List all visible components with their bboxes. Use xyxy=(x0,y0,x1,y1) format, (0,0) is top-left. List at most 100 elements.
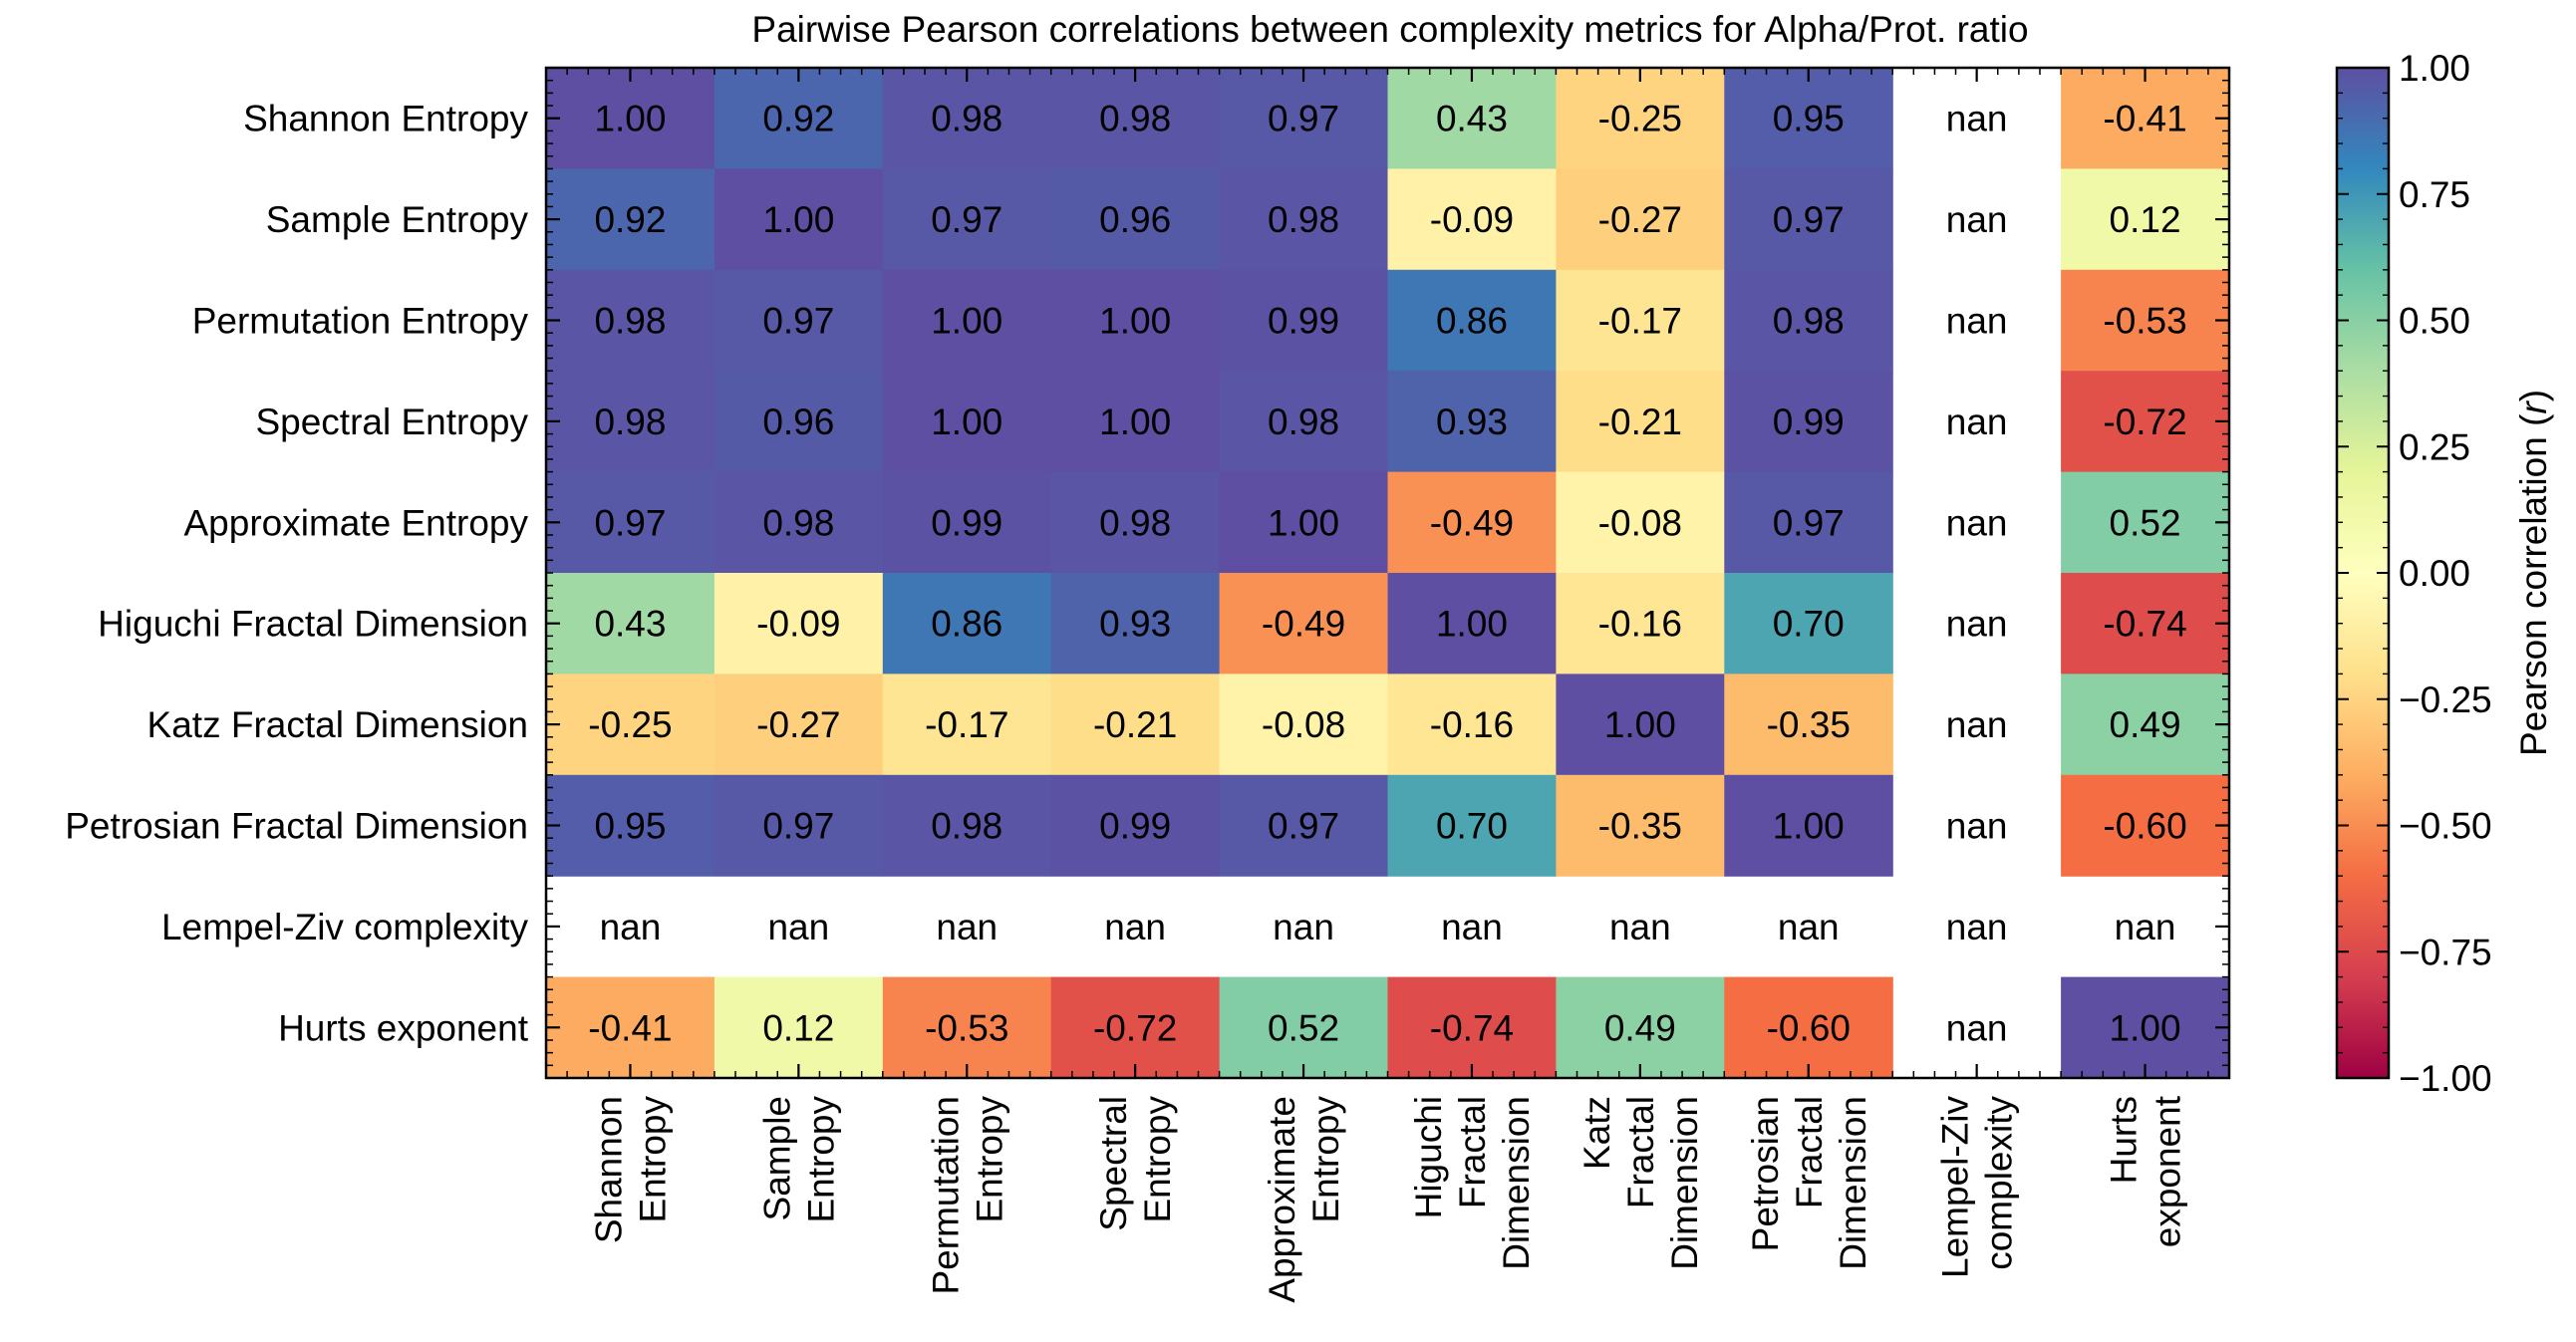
heatmap-cell xyxy=(1724,168,1893,271)
colorbar-label-suffix: ) xyxy=(2513,390,2554,402)
heatmap-cell-labels: 1.00 0.92 0.98 0.98 0.97 0.43 -0.25 0.95 nan -0.4… xyxy=(588,99,2186,1049)
heatmap-cell xyxy=(1724,371,1893,473)
y-tick-label: Spectral Entropy xyxy=(255,402,528,442)
heatmap-cell xyxy=(882,371,1052,473)
heatmap-cell xyxy=(882,269,1052,372)
heatmap-cell xyxy=(1219,976,1389,1079)
heatmap-cell-label: nan xyxy=(1946,301,2008,342)
x-tick-label-line: Dimension xyxy=(1496,1096,1537,1270)
heatmap-cell-label: 0.97 xyxy=(1268,806,1339,847)
colorbar-tick-label: 0.50 xyxy=(2399,301,2470,342)
y-tick-label: Higuchi Fractal Dimension xyxy=(98,604,528,645)
heatmap-cell xyxy=(1219,774,1389,877)
heatmap-cell-label: nan xyxy=(1273,907,1334,947)
heatmap-cell-label: -0.17 xyxy=(1598,301,1682,342)
colorbar: 1.00 0.75 0.50 0.25 0.00 −0.25 −0.50 −0.75 −1.00… xyxy=(2335,48,2554,1099)
heatmap-cell xyxy=(1724,976,1893,1079)
heatmap-cell xyxy=(1050,269,1221,372)
heatmap-cell-label: 0.98 xyxy=(1099,99,1171,139)
heatmap-cell xyxy=(1387,168,1557,271)
heatmap-cell xyxy=(546,673,716,776)
colorbar-tick-label: 0.75 xyxy=(2399,174,2470,215)
heatmap-cell xyxy=(882,471,1052,574)
heatmap-cell xyxy=(1219,269,1389,372)
heatmap-cell-label: 1.00 xyxy=(1773,806,1845,847)
x-tick-label-line: Fractal xyxy=(1789,1096,1830,1208)
colorbar-label: Pearson correlation (r) xyxy=(2513,390,2554,756)
heatmap-cell-label: -0.41 xyxy=(588,1007,672,1048)
x-tick-label: Shannon Entropy xyxy=(588,1096,673,1244)
x-tick-label: Hurts exponent xyxy=(2104,1095,2188,1247)
heatmap-cell xyxy=(1387,673,1557,776)
heatmap-cell xyxy=(546,774,716,877)
x-tick-label: Katz Fractal Dimension xyxy=(1576,1096,1705,1270)
x-tick-label-line: Entropy xyxy=(800,1096,841,1223)
heatmap-cell xyxy=(2061,471,2230,574)
heatmap-cell-label: 1.00 xyxy=(931,402,1002,442)
heatmap-cell xyxy=(1724,471,1893,574)
heatmap-cell xyxy=(714,168,884,271)
heatmap-cell-label: 1.00 xyxy=(1436,604,1508,645)
x-tick-label-line: Petrosian xyxy=(1745,1096,1786,1251)
heatmap-cell-label: 1.00 xyxy=(931,301,1002,342)
y-tick-label: Shannon Entropy xyxy=(243,99,528,139)
x-tick-label-line: complexity xyxy=(1979,1096,2020,1270)
colorbar-label-prefix: Pearson correlation ( xyxy=(2513,413,2554,756)
heatmap-cell xyxy=(1724,68,1893,169)
heatmap-cell xyxy=(1050,673,1221,776)
heatmap-cell-label: nan xyxy=(600,907,662,947)
heatmap-cell xyxy=(2061,269,2230,372)
heatmap-cell-label: -0.09 xyxy=(1430,199,1514,240)
heatmap-cell xyxy=(714,774,884,877)
heatmap-cell-label: 0.52 xyxy=(1268,1007,1339,1048)
heatmap-cell-label: 0.92 xyxy=(762,99,834,139)
heatmap-cell-label: 0.99 xyxy=(931,502,1002,543)
heatmap-cell xyxy=(546,976,716,1079)
heatmap-cell xyxy=(2061,371,2230,473)
x-tick-label-line: Entropy xyxy=(632,1096,673,1223)
heatmap-cell xyxy=(1724,673,1893,776)
x-tick-label: Higuchi Fractal Dimension xyxy=(1408,1096,1537,1270)
heatmap-cell-label: 1.00 xyxy=(1604,704,1676,745)
heatmap-cell xyxy=(882,976,1052,1079)
heatmap-cell xyxy=(546,168,716,271)
heatmap-cell-label: -0.08 xyxy=(1262,704,1345,745)
x-tick-labels: Shannon Entropy Sample Entropy Permutation En… xyxy=(588,1095,2187,1302)
heatmap-cell xyxy=(1556,573,1725,674)
heatmap-cell-label: nan xyxy=(2115,907,2176,947)
heatmap-cell-label: -0.74 xyxy=(2103,604,2186,645)
heatmap-cell-label: -0.09 xyxy=(756,604,840,645)
heatmap-cell-label: -0.60 xyxy=(1767,1007,1851,1048)
heatmap-cell xyxy=(546,68,716,169)
heatmap-cell-label: 0.70 xyxy=(1436,806,1508,847)
x-tick-label-line: Higuchi xyxy=(1408,1096,1449,1218)
heatmap-cell xyxy=(714,471,884,574)
heatmap-cell-label: 0.43 xyxy=(594,604,666,645)
heatmap-cell xyxy=(882,774,1052,877)
heatmap-cell-label: 1.00 xyxy=(1099,301,1171,342)
heatmap-cell-label: nan xyxy=(1946,604,2008,645)
heatmap-cell-label: nan xyxy=(1609,907,1671,947)
heatmap-cell xyxy=(1387,269,1557,372)
heatmap-cell-label: 0.93 xyxy=(1099,604,1171,645)
heatmap-cell-label: -0.16 xyxy=(1430,704,1514,745)
heatmap-cell xyxy=(2061,976,2230,1079)
heatmap-cell-label: 1.00 xyxy=(2110,1007,2181,1048)
heatmap-cell xyxy=(1556,269,1725,372)
heatmap-cell-label: -0.35 xyxy=(1767,704,1851,745)
heatmap-cell xyxy=(2061,168,2230,271)
heatmap-cell xyxy=(1387,573,1557,674)
heatmap-cell-label: -0.53 xyxy=(2103,301,2186,342)
heatmap-cell-label: -0.49 xyxy=(1430,502,1514,543)
heatmap-cell xyxy=(546,371,716,473)
heatmap-cell-label: -0.72 xyxy=(2103,402,2186,442)
heatmap-cell-label: 0.97 xyxy=(1268,99,1339,139)
heatmap-cell xyxy=(1050,573,1221,674)
heatmap-cell-label: -0.17 xyxy=(925,704,1008,745)
heatmap-cell-label: nan xyxy=(1104,907,1166,947)
heatmap-cell xyxy=(714,573,884,674)
x-tick-label-line: Shannon xyxy=(588,1096,629,1243)
heatmap-cell-label: 0.99 xyxy=(1099,806,1171,847)
heatmap-cell xyxy=(1387,371,1557,473)
